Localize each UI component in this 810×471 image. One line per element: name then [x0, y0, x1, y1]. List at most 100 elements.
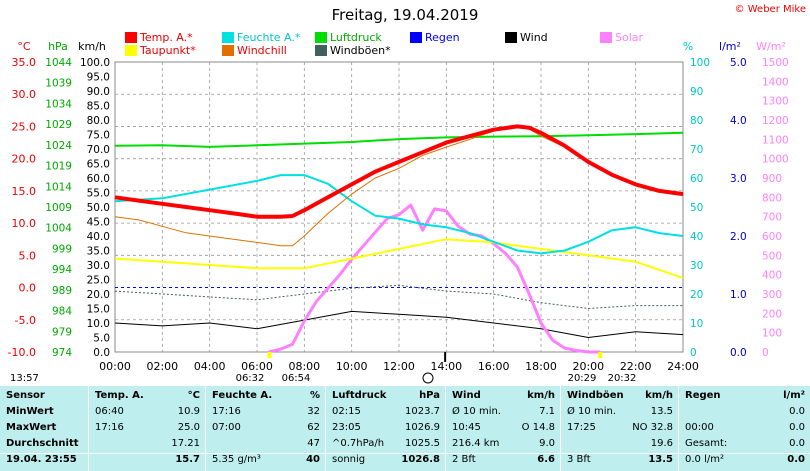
series-line-wind: [114, 310, 684, 338]
legend-label: Feuchte A.*: [237, 31, 301, 44]
axis-tick-label-rain: 1.0: [730, 289, 747, 301]
axis-tick-label-temp: 35.0: [12, 56, 37, 69]
table-cell: 9.0: [539, 438, 555, 449]
axis-tick-label-press: 1024: [45, 140, 72, 152]
table-cell: Gesamt:: [685, 438, 728, 449]
table-cell: Wind: [452, 390, 481, 401]
table-cell: Ø 10 min.: [452, 406, 501, 417]
axis-tick-label-press: 1004: [45, 223, 72, 235]
legend-label: Temp. A.*: [140, 31, 193, 44]
legend-item: Feuchte A.*: [222, 31, 300, 44]
table-cell: Durchschnitt: [6, 438, 79, 449]
table-cell: 0.0: [787, 454, 805, 465]
table-cell: 0.0 l/m²: [685, 454, 724, 465]
legend-swatch: [505, 32, 517, 43]
legend-item: Wind: [505, 31, 548, 44]
axis-unit-label: km/h: [78, 40, 106, 53]
x-tick-label: 12:00: [383, 360, 415, 373]
axis-tick-label-solar: 800: [762, 192, 782, 204]
table-cell: 5.35 g/m³: [212, 454, 261, 465]
axis-tick-label-wind: 60.0: [87, 173, 110, 185]
moon-icon: [422, 372, 434, 384]
x-tick-label: 08:00: [288, 360, 320, 373]
axis-tick-label-wind: 85.0: [87, 101, 110, 113]
axis-tick-label-wind: 35.0: [87, 246, 110, 258]
axis-tick-label-press: 1019: [45, 161, 72, 173]
table-cell: 07:00: [212, 422, 241, 433]
axis-tick-label-temp: 0.0: [19, 282, 37, 295]
table-cell: 32: [307, 406, 320, 417]
axis-tick-label-solar: 1200: [762, 115, 789, 127]
axis-tick-label-temp: 20.0: [12, 153, 37, 166]
table-cell: Luftdruck: [332, 390, 387, 401]
table-column: Feuchte A.% 17:16 32 07:00 62 47 5.35 g/m³ 40: [205, 386, 326, 471]
axis-tick-label-hum: 0: [690, 347, 697, 359]
table-cell: °C: [187, 390, 200, 401]
table-cell: 17:16: [212, 406, 241, 417]
table-cell: 7.1: [539, 406, 555, 417]
axis-tick-label-wind: 15.0: [87, 304, 110, 316]
axis-unit-label: °C: [17, 40, 31, 53]
table-cell: 40: [306, 454, 320, 465]
x-tick-label: 02:00: [146, 360, 178, 373]
legend-label: Taupunkt*: [140, 44, 196, 57]
axis-tick-label-wind: 50.0: [87, 202, 110, 214]
axis-tick-label-press: 1014: [45, 181, 72, 193]
x-tick-label: 00:00: [99, 360, 131, 373]
axis-tick-label-wind: 55.0: [87, 188, 110, 200]
axis-tick-label-press: 994: [52, 264, 72, 276]
legend-swatch: [222, 32, 234, 43]
table-cell: MinWert: [6, 406, 54, 417]
table-cell: 10.9: [177, 406, 200, 417]
x-tick-label: 20:00: [572, 360, 604, 373]
axis-tick-label-wind: 25.0: [87, 275, 110, 287]
axis-tick-label-wind: 80.0: [87, 115, 110, 127]
axis-tick-label-solar: 500: [762, 250, 782, 262]
x-tick-label: 04:00: [194, 360, 226, 373]
table-cell: 1026.9: [405, 422, 440, 433]
table-column: Wind km/h Ø 10 min. 7.1 10:45 O 14.8 216.4 km 9…: [445, 386, 561, 471]
legend-item: Solar: [600, 31, 643, 44]
legend-label: Wind: [520, 31, 548, 44]
table-cell: %: [309, 390, 320, 401]
x-tick-label: 14:00: [430, 360, 462, 373]
axis-unit-label: l/m²: [719, 40, 741, 53]
sunrise-end-time: 06:54: [282, 373, 311, 384]
axis-tick-label-solar: 1100: [762, 134, 789, 146]
axis-tick-label-wind: 90.0: [87, 86, 110, 98]
table-cell: 216.4 km: [452, 438, 500, 449]
table-cell: 6.6: [537, 454, 555, 465]
axis-tick-label-press: 984: [52, 306, 72, 318]
axis-tick-label-rain: 2.0: [730, 231, 747, 243]
legend-swatch: [315, 45, 327, 56]
table-cell: Sensor: [6, 390, 45, 401]
table-cell: 13.5: [650, 406, 673, 417]
axis-tick-label-wind: 0.0: [93, 347, 110, 359]
axis-tick-label-press: 974: [52, 347, 72, 359]
table-cell: 13.5: [648, 454, 673, 465]
axis-unit-label: W/m²: [756, 40, 786, 53]
x-tick-label: 18:00: [525, 360, 557, 373]
axis-unit-label: %: [683, 40, 693, 53]
table-cell: 02:15: [332, 406, 361, 417]
table-cell: 15.7: [175, 454, 200, 465]
legend-label: Solar: [615, 31, 644, 44]
table-cell: 62: [307, 422, 320, 433]
table-cell: O 14.8: [521, 422, 555, 433]
axis-tick-label-solar: 300: [762, 289, 782, 301]
axis-tick-label-rain: 4.0: [730, 115, 747, 127]
weather-chart: 35.0 30.0 25.0 20.0 15.0 10.0 5.0 0.0 -5.0 -10.0 1…: [8, 40, 789, 384]
table-cell: Temp. A.: [95, 390, 144, 401]
legend-swatch: [600, 32, 612, 43]
table-cell: 17:16: [95, 422, 124, 433]
axis-tick-label-hum: 80: [690, 115, 703, 127]
series-line-windben: [114, 284, 683, 309]
table-cell: 1023.7: [405, 406, 440, 417]
table-cell: 06:40: [95, 406, 124, 417]
table-cell: 1025.5: [405, 438, 440, 449]
axis-tick-label-press: 1009: [45, 202, 72, 214]
axis-tick-label-wind: 20.0: [87, 289, 110, 301]
legend-swatch: [125, 32, 137, 43]
legend-label: Luftdruck: [330, 31, 382, 44]
table-cell: MaxWert: [6, 422, 57, 433]
